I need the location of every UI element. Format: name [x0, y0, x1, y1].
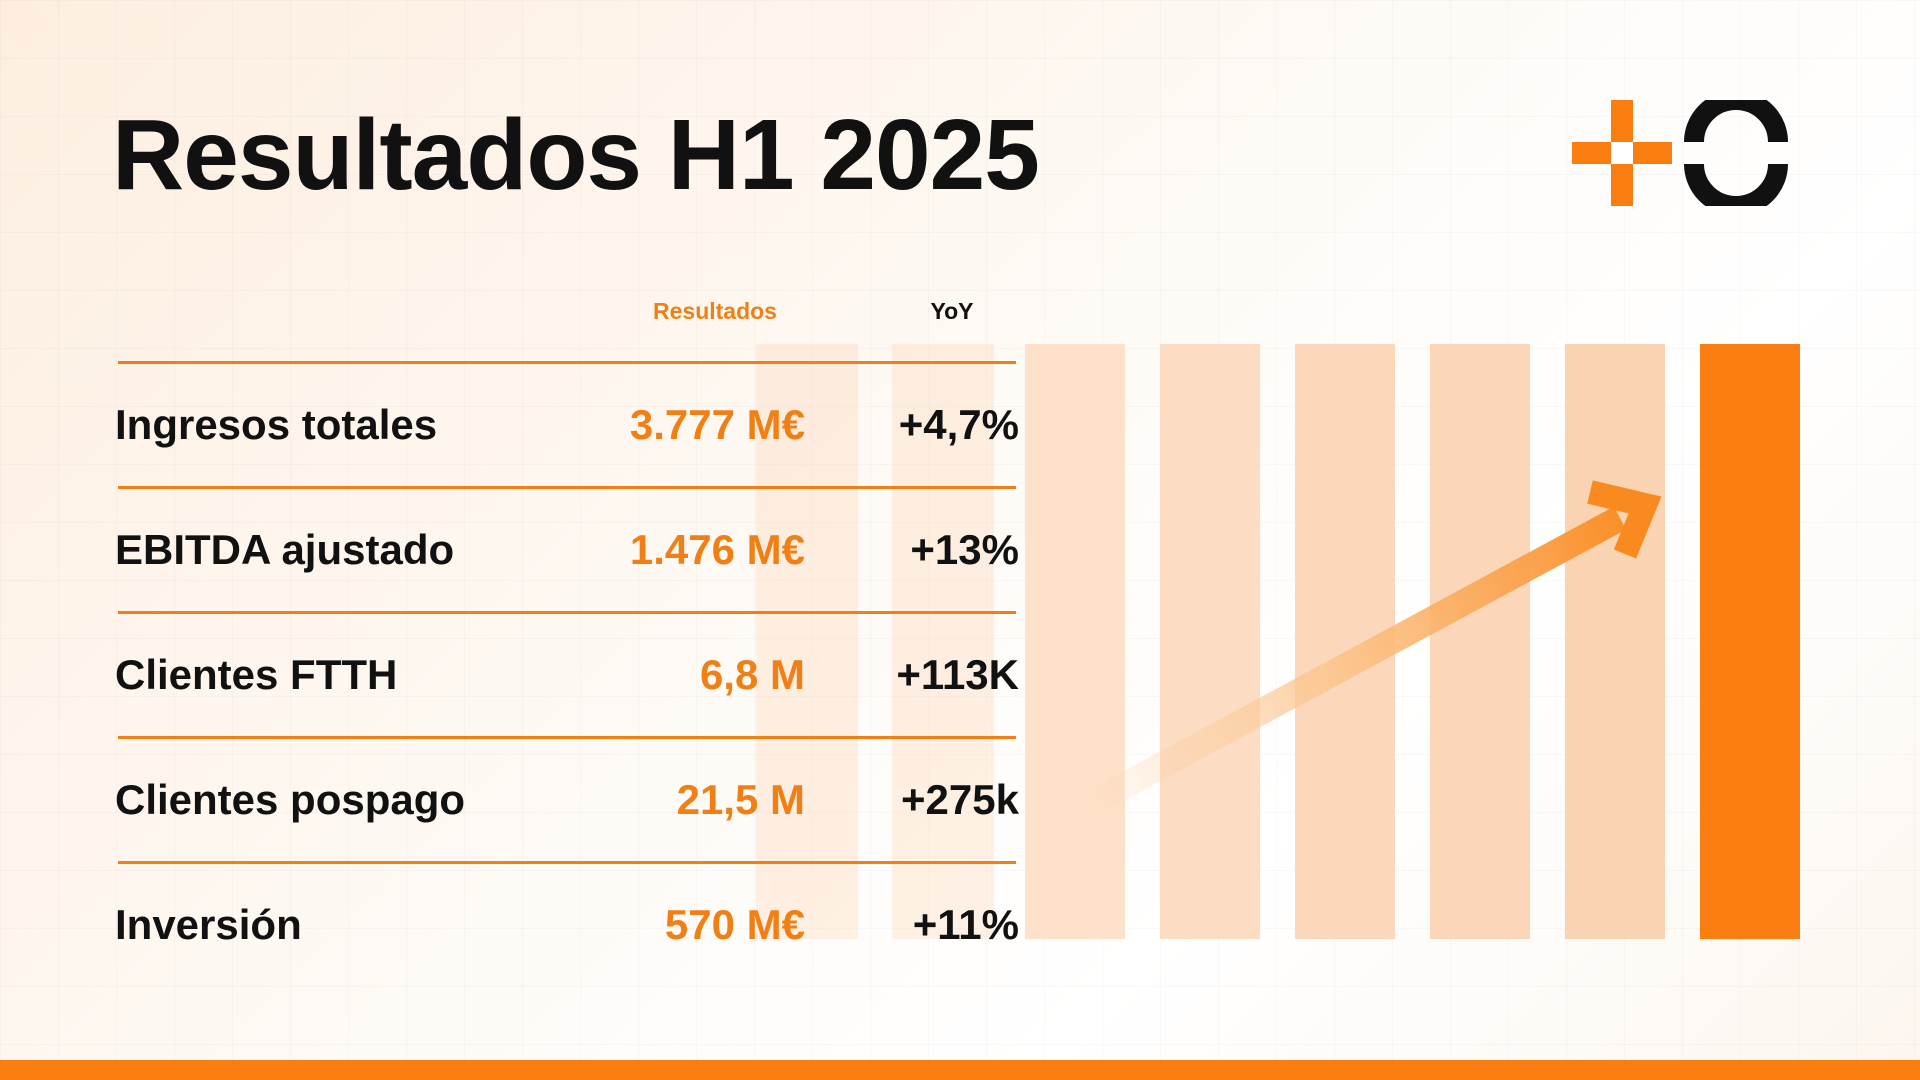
row-divider	[118, 611, 1016, 614]
row-yoy: +275k	[901, 776, 1019, 823]
table-row: Clientes FTTH 6,8 M +113K	[0, 612, 1020, 737]
row-yoy: +4,7%	[898, 401, 1019, 448]
header-results: Resultados	[653, 298, 777, 324]
row-value: 1.476 M€	[629, 526, 805, 573]
row-value: 3.777 M€	[629, 401, 805, 448]
table-row: Clientes pospago 21,5 M +275k	[0, 737, 1020, 862]
growth-bar	[1565, 344, 1665, 939]
header-yoy: YoY	[930, 298, 974, 324]
row-label: Clientes FTTH	[115, 651, 398, 698]
value-column-shade	[756, 344, 858, 939]
row-label: EBITDA ajustado	[115, 526, 455, 573]
yoy-column-shade	[892, 344, 994, 939]
row-value: 21,5 M	[676, 776, 805, 823]
growth-bar	[1295, 344, 1395, 939]
bottom-accent-bar	[0, 1060, 1920, 1080]
row-label: Inversión	[115, 901, 302, 948]
row-divider	[118, 486, 1016, 489]
growth-bar	[1430, 344, 1530, 939]
growth-bar-highlight	[1700, 344, 1800, 939]
row-value: 570 M€	[664, 901, 805, 948]
growth-bar	[1025, 344, 1125, 939]
row-divider	[118, 861, 1016, 864]
table-row: Inversión 570 M€ +11%	[0, 862, 1020, 987]
row-label: Ingresos totales	[115, 401, 438, 448]
row-label: Clientes pospago	[115, 776, 466, 823]
table-row: Ingresos totales 3.777 M€ +4,7%	[0, 362, 1020, 487]
page-title: Resultados H1 2025	[112, 99, 1040, 211]
table-row: EBITDA ajustado 1.476 M€ +13%	[0, 487, 1020, 612]
row-yoy: +113K	[896, 651, 1019, 698]
row-value: 6,8 M	[699, 651, 805, 698]
growth-bar	[1160, 344, 1260, 939]
row-yoy: +11%	[912, 901, 1019, 948]
row-yoy: +13%	[910, 526, 1019, 573]
row-divider	[118, 736, 1016, 739]
row-divider	[118, 361, 1016, 364]
plus-circle-logo-icon	[1572, 100, 1788, 206]
